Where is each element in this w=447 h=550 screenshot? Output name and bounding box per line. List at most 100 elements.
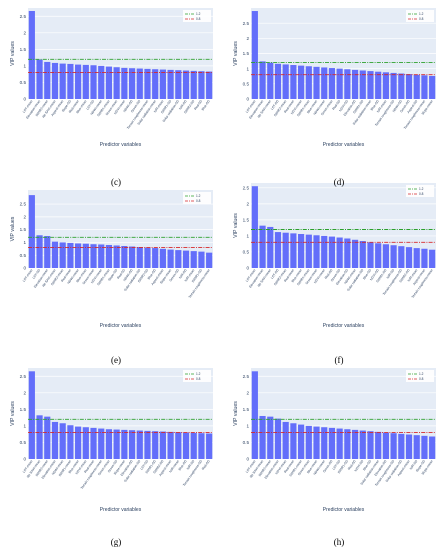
vip-bar [398, 433, 405, 459]
vip-bar [175, 432, 182, 459]
category-label: Green-SD [322, 459, 334, 474]
category-label: Red-mean [283, 99, 295, 114]
vip-panel-1: 00.511.522.51.20.8LST-meanElevation-mean… [233, 8, 436, 148]
panel-label: (f) [335, 355, 344, 365]
legend-label: 1.2 [196, 12, 201, 16]
vip-bar [298, 65, 305, 99]
category-label: Red-SD [193, 99, 203, 111]
vip-bar [152, 69, 159, 99]
y-tick-label: 2 [246, 36, 249, 41]
vip-bar [405, 247, 413, 268]
y-tick-label: 2.5 [243, 374, 250, 379]
vip-bar [190, 70, 197, 99]
category-label: Blue-SD [178, 459, 188, 472]
vip-bar [259, 225, 266, 268]
x-axis-title: Predictor variables [323, 507, 365, 513]
vip-bar [305, 234, 312, 268]
vip-bar [44, 416, 51, 459]
vip-bar [82, 243, 89, 268]
vip-bar [144, 247, 151, 268]
vip-bar [382, 432, 389, 459]
vip-bar [144, 68, 151, 99]
vip-bar [59, 242, 66, 268]
vip-bar [105, 244, 113, 268]
vip-panel-0: 00.511.522.5 1.20.8LST-meanElevation-mean… [10, 8, 213, 148]
y-axis-title: VIP values [10, 401, 16, 426]
vip-bar [206, 252, 213, 268]
vip-bar [421, 75, 428, 99]
y-tick-label: 2 [246, 201, 249, 206]
vip-bar [90, 65, 97, 99]
vip-bar [152, 431, 159, 459]
plot-background [251, 368, 436, 459]
y-axis-title: VIP values [233, 41, 239, 66]
vip-bar [144, 430, 151, 459]
category-label: NDWI-SD [392, 99, 404, 113]
vip-bar [290, 233, 297, 268]
vip-bar [113, 67, 120, 99]
vip-bar [274, 418, 282, 459]
vip-bar [51, 421, 59, 459]
vip-bar [113, 245, 120, 268]
vip-bar [429, 249, 436, 268]
vip-bar [375, 243, 382, 268]
plot-background [28, 368, 213, 459]
vip-bar [175, 70, 182, 99]
category-label: LST-mean [22, 268, 34, 283]
vip-bar [251, 371, 258, 459]
legend-label: 0.8 [419, 377, 424, 381]
y-tick-label: 2.5 [20, 14, 27, 19]
category-label: Green-SD [399, 99, 411, 114]
vip-bar [59, 63, 66, 99]
vip-bar [313, 235, 320, 268]
category-label: NIR-SD [386, 268, 396, 280]
category-label: LST-SD [85, 99, 95, 111]
y-tick-label: 1 [246, 66, 249, 71]
y-tick-label: 0 [23, 457, 26, 462]
vip-bar [413, 74, 420, 99]
vip-bar [75, 243, 82, 268]
vip-bar [405, 74, 413, 99]
vip-bar [82, 64, 89, 99]
vip-bar [98, 65, 105, 99]
vip-bar [175, 250, 182, 268]
y-tick-label: 0.5 [243, 81, 250, 86]
category-label: NIR-mean [376, 99, 388, 113]
category-label: Green-SD [107, 459, 119, 474]
category-label: NIR-mean [153, 99, 165, 113]
vip-bar [167, 69, 174, 99]
vip-bar [251, 186, 258, 268]
vip-bar [36, 415, 43, 459]
category-label: NIR-mean [184, 268, 196, 282]
vip-bar [351, 429, 359, 459]
category-label: Red-mean [68, 99, 80, 114]
y-tick-label: 2 [246, 390, 249, 395]
vip-bar [44, 61, 51, 99]
vip-bar [159, 69, 166, 99]
vip-bar [429, 436, 436, 459]
category-label: NDVI-SD [369, 268, 380, 282]
vip-bar [305, 425, 312, 459]
vip-bar [190, 251, 197, 268]
vip-bar [413, 248, 420, 268]
vip-bar [367, 71, 374, 99]
vip-bar [98, 244, 105, 268]
vip-bar [429, 75, 436, 99]
y-tick-label: 2.5 [20, 374, 27, 379]
vip-bar [298, 234, 305, 268]
vip-bar [336, 428, 343, 459]
vip-bar [382, 72, 389, 99]
vip-bar [290, 423, 297, 459]
vip-bar [82, 427, 89, 459]
category-label: Red-SD [331, 99, 341, 111]
category-label: Red-SD [324, 268, 334, 280]
category-label: Red-mean [60, 268, 72, 283]
vip-bar [282, 232, 289, 268]
vip-bar [190, 432, 197, 459]
panel-label: (e) [111, 355, 121, 365]
vip-bar [267, 416, 274, 459]
x-axis-title: Predictor variables [323, 142, 365, 148]
vip-bar [382, 244, 389, 268]
legend-label: 0.8 [196, 199, 201, 203]
